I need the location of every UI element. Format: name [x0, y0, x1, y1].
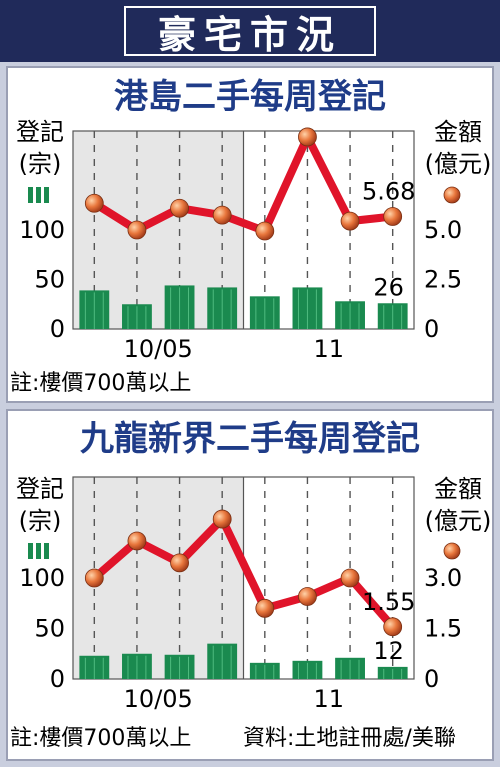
- legend-bar-icon: [28, 543, 33, 559]
- line-point: [127, 531, 147, 551]
- chart-title: 港島二手每周登記: [114, 77, 386, 117]
- x-tick-label: 10/05: [124, 685, 193, 713]
- x-tick-label: 10/05: [124, 335, 193, 363]
- line-point: [255, 221, 275, 241]
- chart-note: 註:樓價700萬以上: [10, 371, 191, 396]
- right-tick-label: 0: [424, 665, 439, 693]
- line-value-label: 5.68: [362, 178, 415, 206]
- chart-note: 註:樓價700萬以上: [10, 726, 191, 751]
- line-point: [170, 553, 189, 573]
- legend-marker-icon: [443, 186, 461, 204]
- chart-title: 九龍新界二手每周登記: [80, 419, 420, 459]
- left-tick-label: 100: [19, 216, 65, 244]
- right-tick-label: 1.5: [424, 615, 462, 643]
- line-point: [212, 509, 232, 529]
- line-point: [340, 211, 360, 231]
- legend-bar-icon: [28, 187, 33, 203]
- line-point: [84, 193, 104, 213]
- left-axis-label: 登記: [16, 475, 64, 503]
- legend-bar-icon: [36, 187, 41, 203]
- right-axis-label: 金額: [434, 475, 482, 503]
- legend-bar-icon: [44, 187, 49, 203]
- page-title: 豪宅市況: [124, 6, 376, 57]
- header-bar: 豪宅市況: [0, 0, 500, 62]
- line-point: [383, 617, 403, 637]
- left-tick-label: 0: [50, 665, 65, 693]
- legend-bar-icon: [44, 543, 49, 559]
- line-point: [298, 127, 317, 147]
- right-axis-label: (億元): [425, 507, 492, 535]
- left-tick-label: 0: [50, 315, 65, 343]
- line-value-label: 1.55: [362, 588, 415, 616]
- line-point: [84, 568, 104, 588]
- left-tick-label: 50: [34, 615, 65, 643]
- chart-panel-hk: [6, 66, 494, 403]
- bar-value-label: 26: [373, 273, 404, 301]
- x-tick-label: 11: [313, 685, 344, 713]
- bar-value-label: 12: [373, 637, 404, 665]
- line-point: [127, 220, 147, 240]
- legend-marker-icon: [443, 542, 461, 560]
- line-point: [255, 598, 275, 618]
- left-axis-label: (宗): [19, 150, 62, 178]
- chart-source: 資料:土地註冊處/美聯: [243, 726, 456, 751]
- x-tick-label: 11: [313, 335, 344, 363]
- line-point: [383, 207, 403, 226]
- left-axis-label: 登記: [16, 118, 64, 146]
- legend-bar-icon: [36, 543, 41, 559]
- left-axis-label: (宗): [19, 507, 62, 535]
- left-tick-label: 100: [19, 564, 65, 592]
- right-axis-label: (億元): [425, 150, 492, 178]
- right-tick-label: 2.5: [424, 266, 462, 294]
- right-tick-label: 3.0: [424, 564, 462, 592]
- left-tick-label: 50: [34, 266, 65, 294]
- right-tick-label: 0: [424, 315, 439, 343]
- right-axis-label: 金額: [434, 118, 482, 146]
- line-point: [170, 198, 189, 218]
- right-tick-label: 5.0: [424, 216, 462, 244]
- line-point: [298, 587, 317, 606]
- line-point: [340, 568, 360, 588]
- line-point: [212, 205, 232, 225]
